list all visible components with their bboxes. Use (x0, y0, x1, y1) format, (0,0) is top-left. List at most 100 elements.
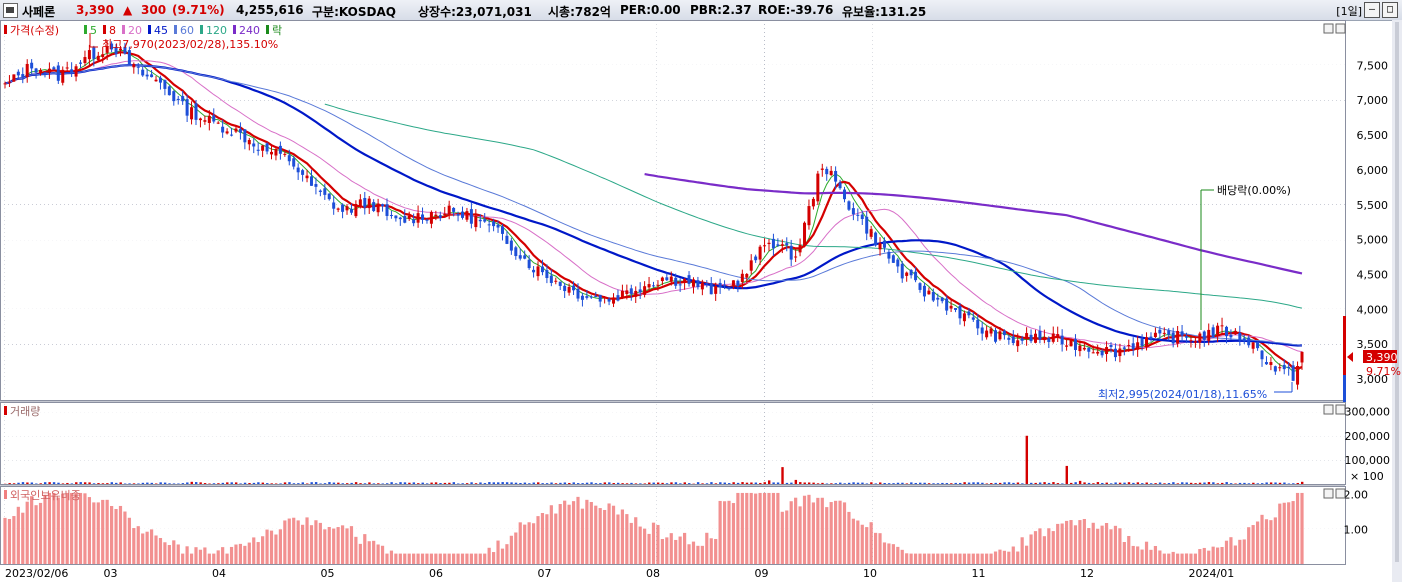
foreign-ratio-bar (1082, 518, 1086, 564)
candle-body (287, 155, 291, 162)
volume-bar (21, 482, 25, 484)
volume-bar (688, 483, 691, 484)
volume-bar (919, 482, 922, 484)
panel-buttons[interactable] (1323, 23, 1346, 499)
foreign-ratio-bar (1096, 528, 1100, 564)
foreign-ratio-bar (34, 505, 38, 564)
volume-bar (1269, 482, 1273, 484)
candle-body (1113, 348, 1117, 358)
low-price-label: 최저2,995(2024/01/18),11.65% (1098, 388, 1267, 401)
candle-body (447, 205, 451, 215)
candle-body (323, 188, 327, 195)
candle-body (1025, 333, 1029, 339)
volume-bar (634, 483, 638, 484)
volume-bar (710, 482, 713, 484)
candle-body (736, 280, 740, 287)
foreign-ratio-bar (505, 544, 509, 564)
foreign-ratio-bar (607, 503, 611, 564)
retention-ratio: 유보율:131.25 (842, 5, 927, 19)
foreign-ratio-bar (998, 549, 1002, 564)
candle-body (25, 63, 29, 78)
foreign-ratio-bar (945, 553, 949, 564)
candle-body (1073, 339, 1077, 350)
price-panel-minimize-icon[interactable] (1323, 23, 1334, 34)
foreign-ratio-bar (887, 543, 891, 564)
foreign-ratio-bar (731, 503, 736, 564)
volume-panel-close-icon[interactable] (1335, 404, 1346, 415)
foreign-ratio-bar (500, 548, 505, 564)
foreign-ratio-bar (860, 524, 864, 564)
candle-body (589, 296, 593, 298)
volume-panel-minimize-icon[interactable] (1323, 404, 1334, 415)
current-price: 3,390 (76, 3, 114, 17)
foreign-ratio-bar (16, 506, 20, 564)
foreign-panel-minimize-icon[interactable] (1323, 488, 1334, 499)
candle-body (878, 243, 882, 250)
candle-body (785, 243, 789, 246)
window-menu-icon[interactable] (3, 3, 18, 18)
candle-body (1238, 332, 1242, 341)
candle-body (376, 203, 380, 213)
candle-body (962, 313, 966, 322)
candle-body (70, 69, 74, 73)
ma-legend-items: 5 8 20 45 60 120 240 락 (84, 24, 282, 37)
candle-body (727, 287, 731, 290)
foreign-ratio-bar (1273, 517, 1277, 564)
foreign-ratio-bar (536, 516, 540, 564)
foreign-panel-close-icon[interactable] (1335, 488, 1346, 499)
foreign-ratio-bar (185, 546, 189, 564)
volume-bar (630, 482, 633, 484)
candle-body (16, 71, 20, 76)
candle-body (190, 107, 194, 120)
price-panel-close-icon[interactable] (1335, 23, 1346, 34)
candle-body (949, 305, 953, 309)
minimize-icon[interactable]: – (1364, 2, 1380, 18)
volume-bar (172, 483, 176, 484)
foreign-ratio-bar (802, 495, 807, 564)
foreign-ratio-bar (136, 526, 140, 564)
volume-bar (616, 482, 620, 484)
candle-body (1247, 337, 1251, 346)
period-selector[interactable]: [1일] (1336, 5, 1362, 18)
right-scrollbar-thumb[interactable] (1395, 22, 1399, 562)
volume-bar (856, 482, 860, 484)
foreign-ratio-bar (300, 524, 305, 564)
volume-bar (741, 482, 744, 484)
moving-average-lines (4, 49, 1303, 372)
volume-bar (88, 482, 91, 484)
current-price-tag: 3,390 (1366, 351, 1398, 364)
volume-bar (559, 482, 562, 484)
volume-bar (1261, 483, 1264, 484)
candle-body (851, 208, 855, 215)
foreign-ratio-bar (1069, 520, 1073, 564)
foreign-ratio-bar (452, 553, 456, 564)
foreign-ratio-bar (922, 553, 927, 564)
volume-bar (910, 482, 913, 484)
candle-body (474, 215, 478, 228)
foreign-ratio-bar (203, 547, 207, 564)
candle-body (225, 131, 229, 134)
candle-body (865, 216, 869, 234)
ma-legend-swatch-45 (148, 25, 151, 34)
volume-bar (1274, 482, 1277, 484)
date-tick-label: 03 (104, 567, 118, 580)
candle-body (882, 240, 886, 248)
foreign-ratio-bar (287, 518, 291, 564)
candle-body (749, 260, 753, 271)
volume-bar (1034, 482, 1037, 484)
candle-body (545, 270, 549, 279)
candle-body (811, 198, 815, 207)
candle-body (505, 235, 509, 244)
candle-body (7, 81, 11, 83)
foreign-ratio-bar (309, 525, 314, 564)
candle-body (647, 284, 651, 288)
foreign-ratio-bar (1038, 528, 1042, 564)
volume-bar (230, 482, 233, 484)
maximize-icon[interactable]: □ (1382, 2, 1398, 18)
volume-bar (310, 482, 313, 484)
volume-bar (1221, 482, 1224, 484)
candle-body (1118, 348, 1122, 357)
volume-bar (61, 483, 65, 484)
candle-body (683, 279, 687, 283)
